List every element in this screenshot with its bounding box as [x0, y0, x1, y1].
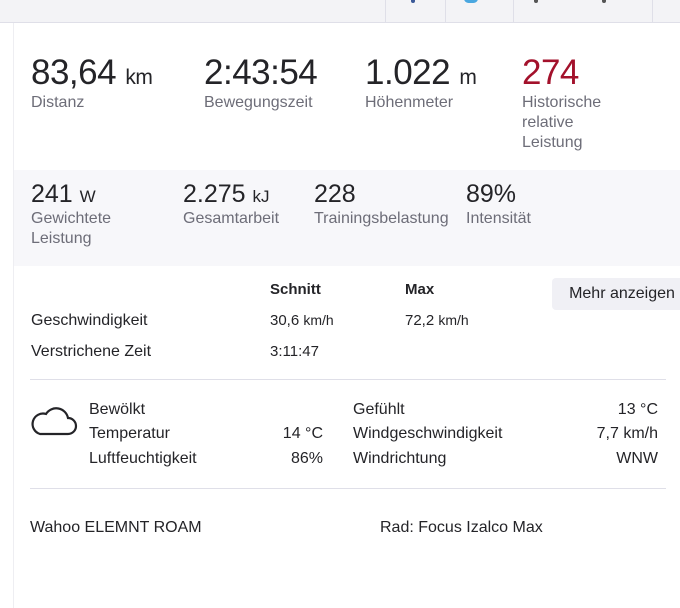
weather-condition: Bewölkt — [89, 401, 146, 418]
stat-unit: W — [79, 187, 96, 206]
weather-label: Gefühlt — [353, 401, 405, 418]
code-icon — [534, 0, 538, 3]
code-icon — [602, 0, 606, 3]
row-label-elapsed-time: Verstrichene Zeit — [31, 343, 152, 360]
device-name: Wahoo ELEMNT ROAM — [30, 519, 202, 536]
cloud-icon — [31, 407, 78, 436]
stat-moving-time: 2:43:54 Bewegungszeit — [204, 53, 318, 113]
stat-value: 274 — [522, 53, 579, 92]
activity-stats-panel: 83,64 km Distanz 2:43:54 Bewegungszeit 1… — [13, 23, 680, 608]
stat-label: Historische — [522, 94, 602, 111]
stat-value: 241 — [31, 180, 73, 208]
weather-value: 13 °C — [617, 401, 658, 418]
weather-value: 86% — [290, 450, 323, 467]
stat-total-work: 2.275 kJ Gesamtarbeit — [183, 180, 279, 229]
weather-label: Windrichtung — [353, 450, 447, 467]
twitter-icon — [464, 0, 478, 3]
bike-name[interactable]: Rad: Focus Izalco Max — [380, 519, 543, 536]
stat-unit: km — [125, 66, 153, 89]
stat-elevation: 1.022 m Höhenmeter — [365, 53, 477, 113]
stat-label: Bewegungszeit — [204, 94, 313, 111]
stat-value: 2:43:54 — [204, 53, 318, 92]
embed-button[interactable] — [513, 0, 653, 22]
power-stats: 241 W Gewichtete Leistung 2.275 kJ Gesam… — [14, 170, 680, 266]
stat-unit: kJ — [252, 187, 270, 206]
row-label-speed: Geschwindigkeit — [31, 312, 148, 329]
elapsed-time-value: 3:11:47 — [270, 343, 319, 360]
divider — [30, 379, 666, 380]
stat-relative-effort[interactable]: 274 Historische relative Leistung — [522, 53, 601, 153]
stat-label: Leistung — [31, 230, 92, 247]
facebook-icon — [411, 0, 415, 3]
show-more-button[interactable]: Mehr anzeigen — [552, 278, 680, 310]
speed-max: 72,2 km/h — [405, 312, 469, 329]
stat-value: 83,64 — [31, 53, 117, 92]
stat-value: 228 — [314, 180, 356, 208]
facebook-share-button[interactable] — [385, 0, 446, 22]
header-average: Schnitt — [270, 281, 321, 298]
weather-value: 7,7 km/h — [596, 425, 658, 442]
stat-label: Trainingsbelastung — [314, 210, 449, 227]
divider — [30, 488, 666, 489]
stat-label: Gewichtete — [31, 210, 112, 227]
weather-value: WNW — [616, 450, 658, 467]
header-max: Max — [405, 281, 435, 298]
stat-unit: m — [459, 66, 477, 89]
stat-distance: 83,64 km Distanz — [31, 53, 153, 113]
stat-label: Gesamtarbeit — [183, 210, 280, 227]
unit: km/h — [303, 312, 334, 328]
value: 72,2 — [405, 312, 435, 329]
stat-value: 89% — [466, 180, 517, 208]
value: 30,6 — [270, 312, 300, 329]
stat-intensity: 89% Intensität — [466, 180, 531, 229]
toolbar-divider — [652, 0, 680, 22]
stat-label: relative — [522, 114, 574, 131]
twitter-share-button[interactable] — [445, 0, 514, 22]
stat-label: Intensität — [466, 210, 531, 227]
stat-label: Leistung — [522, 134, 583, 151]
weather-value: 14 °C — [282, 425, 323, 442]
stat-label: Distanz — [31, 94, 85, 111]
weather-label: Windgeschwindigkeit — [353, 425, 503, 442]
stat-value: 1.022 — [365, 53, 451, 92]
unit: km/h — [438, 312, 469, 328]
stat-label: Höhenmeter — [365, 94, 454, 111]
speed-average: 30,6 km/h — [270, 312, 334, 329]
stat-training-load: 228 Trainingsbelastung — [314, 180, 449, 229]
share-toolbar — [0, 0, 680, 23]
weather-label: Luftfeuchtigkeit — [89, 450, 197, 467]
stat-value: 2.275 — [183, 180, 246, 208]
stat-weighted-power: 241 W Gewichtete Leistung — [31, 180, 111, 249]
weather-label: Temperatur — [89, 425, 170, 442]
